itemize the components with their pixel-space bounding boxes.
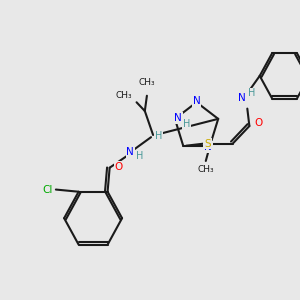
Text: S: S [205,139,211,148]
Text: O: O [115,162,123,172]
Text: CH₃: CH₃ [116,91,133,100]
Text: N: N [238,93,246,103]
Text: CH₃: CH₃ [139,78,155,87]
Text: H: H [183,119,190,129]
Text: N: N [127,148,134,158]
Text: N: N [174,113,182,123]
Text: O: O [255,118,263,128]
Text: H: H [154,131,162,141]
Text: Cl: Cl [42,184,53,194]
Text: N: N [193,96,200,106]
Text: H: H [136,151,143,161]
Text: CH₃: CH₃ [197,165,214,174]
Text: H: H [248,88,255,98]
Text: N: N [204,142,212,152]
